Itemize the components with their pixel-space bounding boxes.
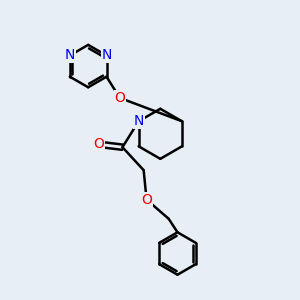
Text: N: N — [101, 49, 112, 62]
Text: O: O — [93, 137, 104, 151]
Text: O: O — [141, 193, 152, 207]
Text: N: N — [134, 114, 144, 128]
Text: N: N — [64, 49, 75, 62]
Text: O: O — [114, 91, 125, 105]
